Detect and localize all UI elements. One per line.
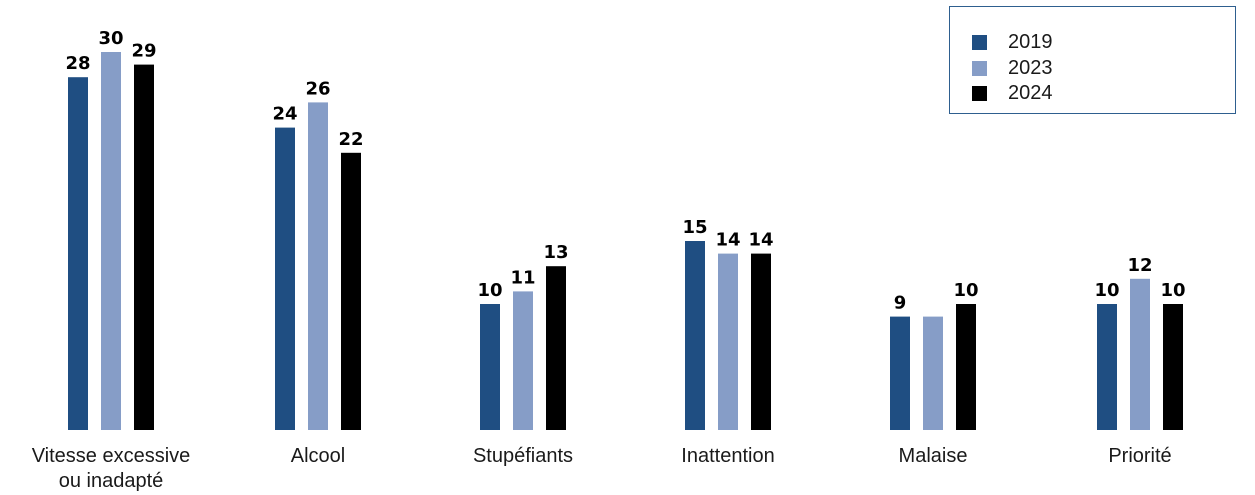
legend-label-2024: 2024 bbox=[1008, 81, 1053, 104]
value-label-2019-1: 24 bbox=[272, 104, 297, 125]
bar-2023-3 bbox=[718, 253, 738, 430]
value-label-2024-4: 10 bbox=[953, 280, 978, 301]
bar-2024-0 bbox=[134, 64, 154, 430]
bar-2024-3 bbox=[751, 253, 771, 430]
legend-item-2024: 2024 bbox=[972, 82, 1053, 104]
bar-2019-1 bbox=[275, 127, 295, 430]
legend-swatch-2024 bbox=[972, 85, 987, 101]
value-label-2019-2: 10 bbox=[477, 280, 502, 301]
category-label-5-0: Priorité bbox=[1108, 445, 1171, 467]
category-label-0-1: ou inadapté bbox=[59, 470, 164, 492]
value-label-2023-3: 14 bbox=[715, 230, 740, 251]
bar-2023-2 bbox=[513, 291, 533, 430]
bar-2019-0 bbox=[68, 77, 88, 430]
legend-label-2023: 2023 bbox=[1008, 56, 1053, 79]
chart-legend: 2019 2023 2024 bbox=[949, 6, 1236, 114]
category-label-1-0: Alcool bbox=[291, 445, 345, 467]
value-label-2019-0: 28 bbox=[65, 53, 90, 74]
bar-2019-4 bbox=[890, 316, 910, 430]
value-label-2023-2: 11 bbox=[510, 267, 535, 288]
bar-2023-5 bbox=[1130, 278, 1150, 430]
value-label-2024-3: 14 bbox=[748, 230, 773, 251]
bar-2024-1 bbox=[341, 152, 361, 431]
value-label-2019-3: 15 bbox=[682, 217, 707, 238]
value-label-2023-5: 12 bbox=[1127, 255, 1152, 276]
bar-2023-0 bbox=[101, 52, 121, 430]
bar-2024-2 bbox=[546, 266, 566, 430]
category-label-0-0: Vitesse excessive bbox=[32, 445, 191, 467]
bar-2024-4 bbox=[956, 304, 976, 430]
bar-2023-4 bbox=[923, 316, 943, 430]
value-label-2019-5: 10 bbox=[1094, 280, 1119, 301]
value-label-2024-0: 29 bbox=[131, 41, 156, 62]
legend-swatch-2019 bbox=[972, 34, 987, 50]
legend-label-2019: 2019 bbox=[1008, 30, 1053, 53]
bar-2019-5 bbox=[1097, 304, 1117, 430]
bar-2019-3 bbox=[685, 241, 705, 430]
value-label-2024-2: 13 bbox=[543, 242, 568, 263]
bar-2024-5 bbox=[1163, 304, 1183, 430]
legend-item-2019: 2019 bbox=[972, 31, 1053, 53]
bar-2023-1 bbox=[308, 102, 328, 431]
legend-item-2023: 2023 bbox=[972, 57, 1053, 79]
category-label-4-0: Malaise bbox=[899, 445, 968, 467]
value-label-2023-0: 30 bbox=[98, 28, 123, 49]
value-label-2024-5: 10 bbox=[1160, 280, 1185, 301]
value-label-2023-1: 26 bbox=[305, 78, 330, 99]
bar-2019-2 bbox=[480, 304, 500, 430]
category-label-3-0: Inattention bbox=[681, 445, 774, 467]
category-label-2-0: Stupéfiants bbox=[473, 445, 573, 467]
value-label-2019-4: 9 bbox=[894, 293, 907, 314]
value-label-2024-1: 22 bbox=[338, 129, 363, 150]
legend-swatch-2023 bbox=[972, 60, 987, 76]
